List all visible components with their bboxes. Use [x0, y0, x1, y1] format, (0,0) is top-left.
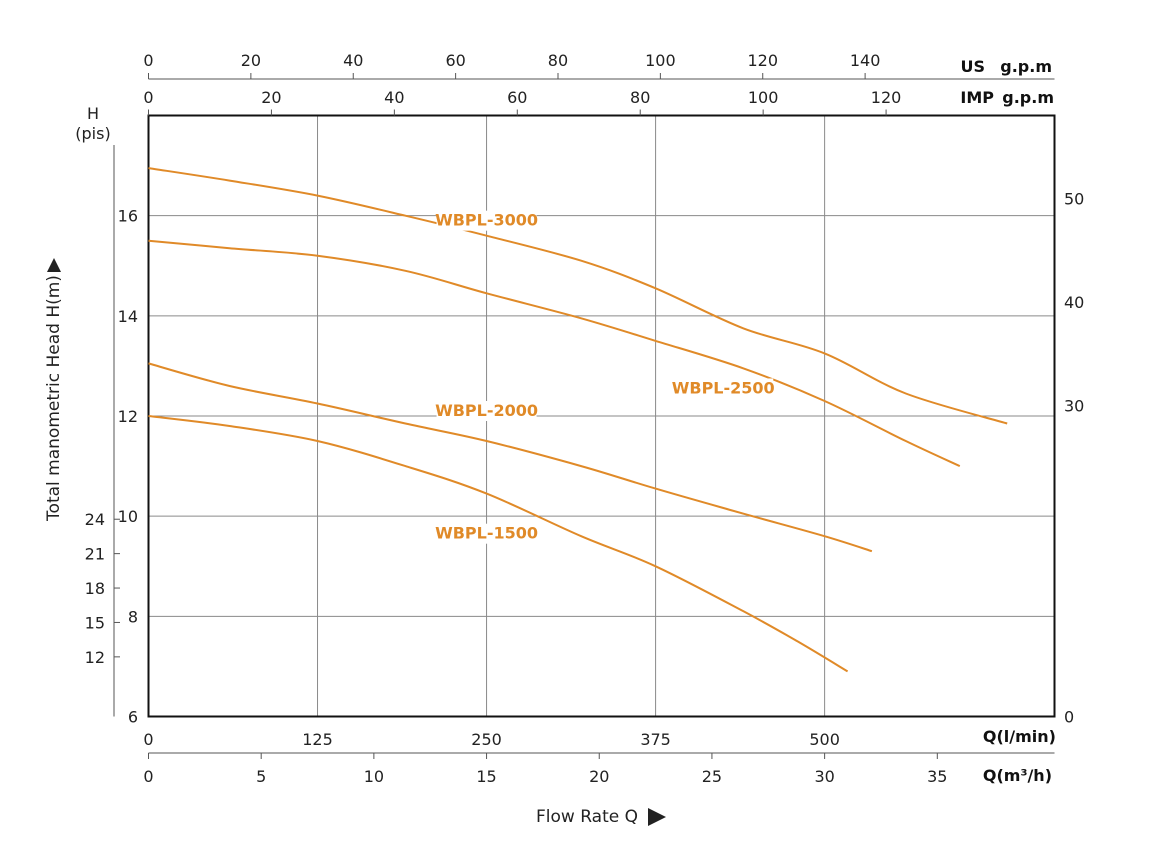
flow-m3h-tick-label: 35	[927, 767, 947, 786]
imp-gpm-tick-label: 0	[143, 88, 153, 107]
head-ft-unit-label: H	[87, 104, 99, 123]
head-m-tick-label: 16	[118, 207, 138, 226]
us-gpm-unit-label: g.p.m	[1000, 57, 1052, 76]
performance-curves	[148, 167, 1008, 673]
flow-m3h-tick-label: 10	[364, 767, 384, 786]
imp-gpm-tick-label: 120	[871, 88, 902, 107]
curve-wbpl-3000	[148, 167, 1008, 425]
flow-m3h-tick-label: 20	[589, 767, 609, 786]
y-axis-arrow-icon	[47, 258, 61, 272]
us-gpm-tick-label: 80	[548, 51, 568, 70]
head-ft-tick-label: 18	[85, 579, 105, 598]
flow-m3h-tick-label: 30	[814, 767, 834, 786]
right-axis-tick-label: 0	[1064, 708, 1074, 727]
axes: 0 20 40 60 80 100 120 140 US g.p.m0 20 40 60 80 100 120…	[75, 51, 1084, 786]
series-label: WBPL-2000	[435, 401, 538, 420]
flow-m3h-tick-label: 25	[702, 767, 722, 786]
head-ft-unit-sublabel: (pis)	[75, 124, 110, 143]
series-label: WBPL-2500	[672, 378, 775, 397]
us-gpm-tick-label: 60	[445, 51, 465, 70]
flow-m3h-tick-label: 5	[256, 767, 266, 786]
flow-lmin-tick-label: 500	[809, 730, 840, 749]
series-label-background	[436, 401, 537, 421]
series-label: WBPL-1500	[435, 524, 538, 543]
curve-wbpl-1500	[148, 415, 849, 673]
axis-titles: Total manometric Head H(m) Flow Rate Q	[44, 258, 666, 827]
head-ft-tick-label: 24	[85, 510, 105, 529]
imp-gpm-tick-label: 60	[507, 88, 527, 107]
head-m-tick-label: 10	[118, 507, 138, 526]
head-m-tick-label: 14	[118, 307, 138, 326]
head-ft-tick-label: 12	[85, 648, 105, 667]
series-label-background	[436, 523, 537, 544]
head-ft-tick-label: 15	[85, 613, 105, 632]
grid-lines	[148, 115, 1055, 717]
series-labels: WBPL-3000 WBPL-2500 WBPL-2000 WBPL-1500	[435, 210, 775, 544]
right-axis-tick-label: 50	[1064, 189, 1084, 208]
flow-lmin-tick-label: 375	[640, 730, 671, 749]
flow-m3h-tick-label: 15	[476, 767, 496, 786]
head-m-tick-label: 6	[128, 708, 138, 727]
right-axis-tick-label: 40	[1064, 293, 1084, 312]
imp-gpm-unit-label: g.p.m	[1002, 88, 1054, 107]
us-gpm-tick-label: 0	[143, 51, 153, 70]
us-gpm-tick-label: 140	[850, 51, 881, 70]
x-axis-arrow-icon	[648, 808, 666, 826]
imp-gpm-tick-label: 100	[748, 88, 779, 107]
head-m-tick-label: 8	[128, 607, 138, 626]
series-label-background	[436, 210, 537, 231]
head-ft-tick-label: 21	[85, 545, 105, 564]
flow-m3h-unit-label: Q(m³/h)	[983, 766, 1052, 785]
y-axis-title: Total manometric Head H(m)	[44, 275, 64, 522]
us-gpm-tick-label: 100	[645, 51, 676, 70]
flow-lmin-unit-label: Q(l/min)	[983, 727, 1056, 746]
us-gpm-tick-label: 120	[747, 51, 778, 70]
flow-lmin-tick-label: 125	[302, 730, 333, 749]
curve-wbpl-2500	[148, 239, 961, 468]
us-unit-label: US	[960, 57, 985, 76]
right-axis-tick-label: 30	[1064, 397, 1084, 416]
flow-m3h-tick-label: 0	[143, 767, 153, 786]
us-gpm-tick-label: 40	[343, 51, 363, 70]
us-gpm-tick-label: 20	[241, 51, 261, 70]
x-axis-title: Flow Rate Q	[536, 807, 638, 827]
imp-gpm-tick-label: 80	[630, 88, 650, 107]
imp-gpm-tick-label: 40	[384, 88, 404, 107]
series-label: WBPL-3000	[435, 211, 538, 230]
head-m-tick-label: 12	[118, 407, 138, 426]
curve-wbpl-2000	[148, 362, 873, 553]
imp-unit-label: IMP	[960, 88, 994, 107]
flow-lmin-tick-label: 0	[143, 730, 153, 749]
flow-lmin-tick-label: 250	[471, 730, 502, 749]
series-label-background	[673, 378, 774, 399]
imp-gpm-tick-label: 20	[261, 88, 281, 107]
